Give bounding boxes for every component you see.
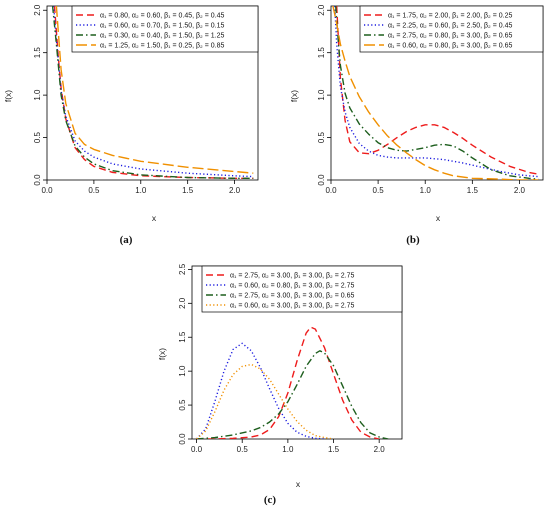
legend-entry: α₁ = 1.75, α₂ = 2.00, β₁ = 2.00, β₂ = 0.… <box>388 13 512 20</box>
y-axis-label: f(x) <box>289 90 299 102</box>
legend-entry: α₁ = 0.60, α₂ = 0.80, β₁ = 3.00, β₂ = 0.… <box>388 43 512 50</box>
x-axis-label: x <box>436 213 441 223</box>
x-tick-label: 0.5 <box>88 186 100 195</box>
x-tick-label: 1.0 <box>420 186 432 195</box>
y-tick-label: 0.0 <box>317 174 326 186</box>
legend-entry: α₁ = 0.60, α₂ = 0.70, β₁ = 1.50, β₂ = 0.… <box>100 23 224 30</box>
x-tick-label: 1.0 <box>135 186 147 195</box>
y-tick-label: 1.0 <box>178 365 187 377</box>
panel-caption: (a) <box>120 234 133 246</box>
chart-panel-c: 0.0 0.5 1.0 1.5 2.0 0.0 0.5 1.0 1.5 2.0 2.5 x f(x) α₁… <box>157 263 403 506</box>
legend-entry: α₁ = 0.80, α₂ = 0.60, β₁ = 0.45, β₂ = 0.… <box>100 13 224 20</box>
y-tick-label: 0.0 <box>33 174 42 186</box>
series-line-1 <box>196 326 380 439</box>
legend-entry: α₁ = 2.75, α₂ = 0.80, β₁ = 3.00, β₂ = 0.… <box>388 33 512 40</box>
legend-entry: α₁ = 2.75, α₂ = 3.00, β₁ = 3.00, β₂ = 2.… <box>230 273 354 280</box>
y-tick-label: 0.0 <box>178 433 187 445</box>
series-line-4 <box>55 6 254 174</box>
y-tick-label: 1.5 <box>33 47 42 59</box>
x-tick-label: 1.5 <box>328 445 340 454</box>
y-axis-label: f(x) <box>157 348 167 360</box>
legend-entry: α₁ = 0.30, α₂ = 0.40, β₁ = 1.50, β₂ = 1.… <box>100 33 224 40</box>
legend-entry: α₁ = 1.25, α₂ = 1.50, β₁ = 0.25, β₂ = 0.… <box>100 43 224 50</box>
legend-entry: α₁ = 0.60, α₂ = 3.00, β₁ = 3.00, β₂ = 2.… <box>230 303 354 310</box>
x-tick-label: 0.0 <box>191 445 203 454</box>
y-tick-label: 2.0 <box>178 297 187 309</box>
legend-entry: α₁ = 2.25, α₂ = 0.60, β₁ = 2.50, β₂ = 0.… <box>388 23 512 30</box>
chart-panel-a: 0.0 0.5 1.0 1.5 2.0 0.0 0.5 1.0 1.5 2.0 x f(x) α₁ = … <box>3 4 259 246</box>
series-line-3 <box>196 350 389 439</box>
panel-caption: (b) <box>406 234 420 246</box>
x-tick-label: 1.5 <box>182 186 194 195</box>
legend-entry: α₁ = 0.60, α₂ = 0.80, β₁ = 3.00, β₂ = 2.… <box>230 283 354 290</box>
x-tick-label: 2.0 <box>514 186 526 195</box>
chart-panel-b: 0.0 0.5 1.0 1.5 2.0 0.0 0.5 1.0 1.5 2.0 x f(x) α₁ = … <box>289 4 544 246</box>
y-tick-label: 0.5 <box>178 399 187 411</box>
panel-caption: (c) <box>264 494 277 506</box>
x-tick-label: 2.0 <box>374 445 386 454</box>
x-tick-label: 1.0 <box>282 445 294 454</box>
legend-box <box>201 265 403 313</box>
y-tick-label: 0.5 <box>317 131 326 143</box>
x-tick-label: 1.5 <box>467 186 479 195</box>
x-tick-label: 2.0 <box>229 186 241 195</box>
x-axis-label: x <box>296 479 301 489</box>
x-tick-label: 0.0 <box>325 186 337 195</box>
legend-box <box>359 5 544 53</box>
series-line-1 <box>336 6 539 175</box>
legend-entry: α₁ = 2.75, α₂ = 3.00, β₁ = 3.00, β₂ = 0.… <box>230 293 354 300</box>
legend-box <box>71 5 259 53</box>
series-line-3 <box>51 6 254 180</box>
y-tick-label: 2.0 <box>317 4 326 16</box>
y-tick-label: 1.0 <box>33 89 42 101</box>
y-axis-label: f(x) <box>3 90 13 102</box>
series-line-2 <box>196 342 325 439</box>
y-tick-label: 1.5 <box>317 47 326 59</box>
y-tick-label: 1.5 <box>178 331 187 343</box>
y-tick-label: 2.0 <box>33 4 42 16</box>
x-tick-label: 0.0 <box>41 186 53 195</box>
x-axis-label: x <box>152 213 157 223</box>
series-line-4 <box>196 363 334 439</box>
y-tick-label: 1.0 <box>317 89 326 101</box>
x-tick-label: 0.5 <box>373 186 385 195</box>
x-tick-label: 0.5 <box>237 445 249 454</box>
y-tick-label: 2.5 <box>178 263 187 275</box>
y-tick-label: 0.5 <box>33 131 42 143</box>
